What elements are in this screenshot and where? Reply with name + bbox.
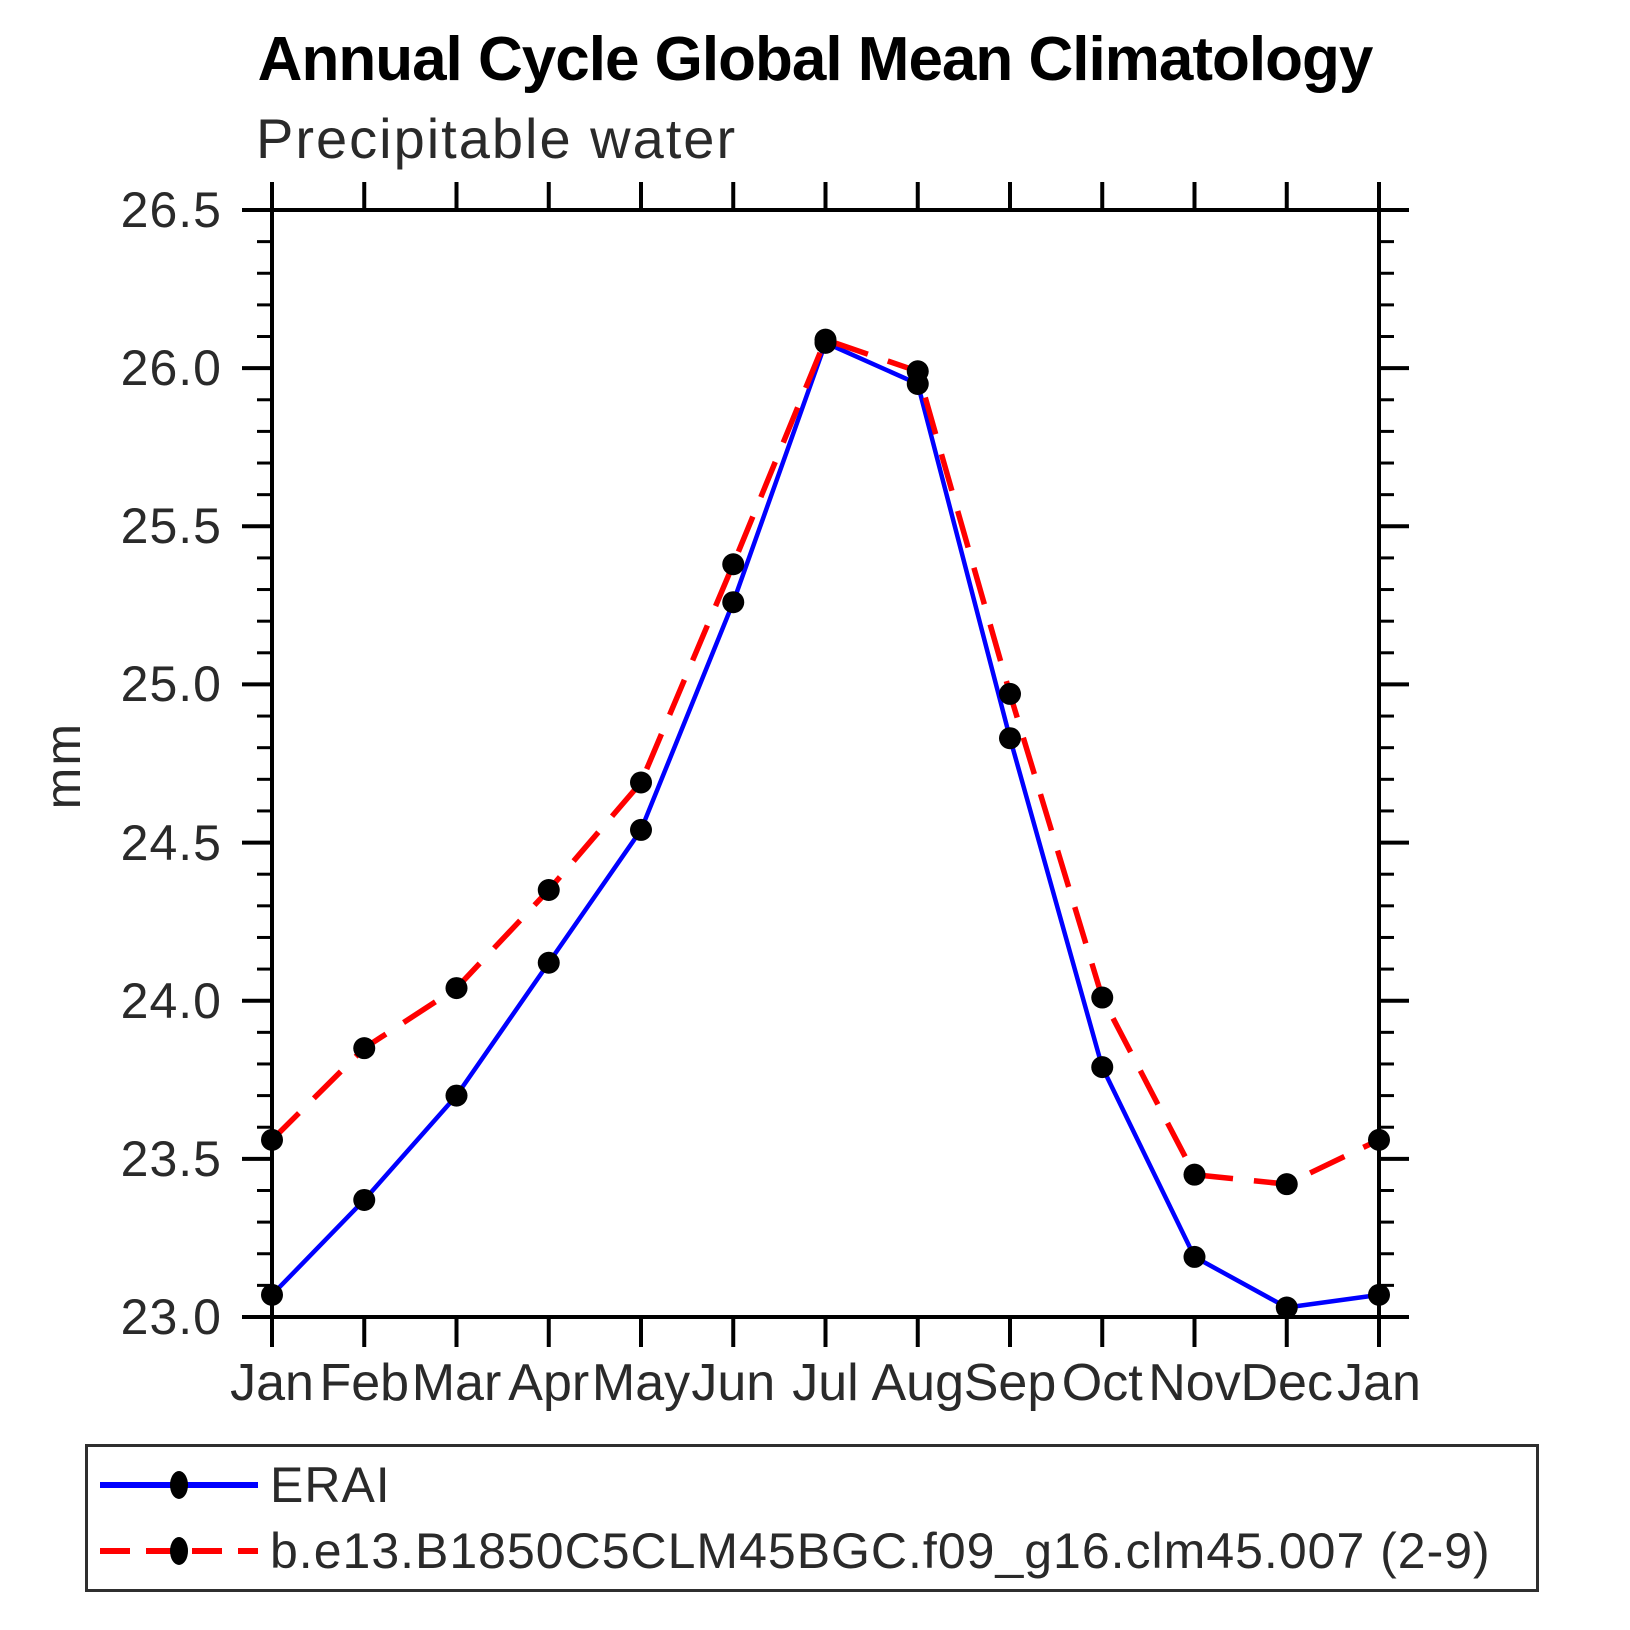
x-tick-label: Feb <box>319 1354 410 1412</box>
erai-marker <box>445 1084 468 1107</box>
y-tick-label: 23.0 <box>120 1289 222 1345</box>
y-tick-label: 25.0 <box>120 656 222 713</box>
plot-box <box>270 208 1381 1319</box>
legend-item-model: b.e13.B1850C5CLM45BGC.f09_g16.clm45.007 … <box>88 1522 1536 1580</box>
y-tick-label: 26.0 <box>120 340 222 397</box>
x-tick-label: Jul <box>792 1354 859 1412</box>
x-tick-label: Oct <box>1061 1354 1143 1412</box>
erai-marker <box>999 727 1021 750</box>
model-marker <box>445 977 468 1000</box>
erai-marker <box>1368 1283 1390 1306</box>
legend-label-erai: ERAI <box>270 1456 391 1513</box>
erai-marker <box>1091 1056 1114 1079</box>
y-tick-label: 23.5 <box>120 1130 222 1187</box>
chart-subtitle: Precipitable water <box>256 107 738 170</box>
erai-marker <box>353 1188 376 1211</box>
legend-box: ERAI b.e13.B1850C5CLM45BGC.f09_g16.clm45… <box>85 1444 1539 1592</box>
y-tick-label: 24.5 <box>120 814 222 871</box>
y-tick-label: 26.5 <box>120 182 222 238</box>
legend-label-model: b.e13.B1850C5CLM45BGC.f09_g16.clm45.007 … <box>270 1523 1491 1580</box>
model-marker <box>722 553 745 576</box>
x-tick-label: Apr <box>508 1354 590 1412</box>
x-tick-label: Jan <box>1337 1354 1421 1412</box>
erai-line <box>270 340 1380 1310</box>
x-tick-label: Jan <box>230 1354 314 1412</box>
erai-marker <box>537 951 560 974</box>
chart-title: Annual Cycle Global Mean Climatology <box>257 25 1374 94</box>
erai-legend-line-sample <box>100 1470 258 1499</box>
x-tick-label: May <box>591 1354 691 1412</box>
model-marker <box>537 879 560 902</box>
erai-marker <box>261 1283 283 1306</box>
erai-marker <box>722 591 745 614</box>
model-marker <box>630 771 652 794</box>
model-marker <box>1368 1128 1390 1151</box>
erai-marker <box>1275 1296 1298 1319</box>
model-marker <box>1091 986 1114 1009</box>
y-tick-label: 25.5 <box>120 498 222 555</box>
model-line <box>270 336 1381 1187</box>
x-tick-label: Nov <box>1148 1354 1241 1412</box>
model-legend-line-sample <box>100 1537 258 1566</box>
model-marker <box>1183 1163 1206 1186</box>
x-tick-label: Mar <box>411 1354 502 1412</box>
model-marker <box>814 328 837 351</box>
model-marker <box>261 1128 283 1151</box>
black-dot-marker-icon <box>170 1537 188 1566</box>
black-dot-marker-icon <box>170 1470 188 1499</box>
erai-marker <box>1183 1245 1206 1268</box>
erai-marker <box>630 818 652 841</box>
model-marker <box>906 360 929 383</box>
x-tick-label: Aug <box>871 1354 965 1412</box>
model-marker <box>353 1037 376 1060</box>
x-tick-label: Sep <box>963 1354 1057 1412</box>
model-marker <box>999 682 1021 705</box>
y-tick-label: 24.0 <box>120 972 222 1029</box>
model-marker <box>1275 1173 1298 1196</box>
x-tick-label: Dec <box>1240 1354 1333 1412</box>
x-tick-label: Jun <box>691 1354 776 1412</box>
legend-item-erai: ERAI <box>88 1456 1536 1514</box>
